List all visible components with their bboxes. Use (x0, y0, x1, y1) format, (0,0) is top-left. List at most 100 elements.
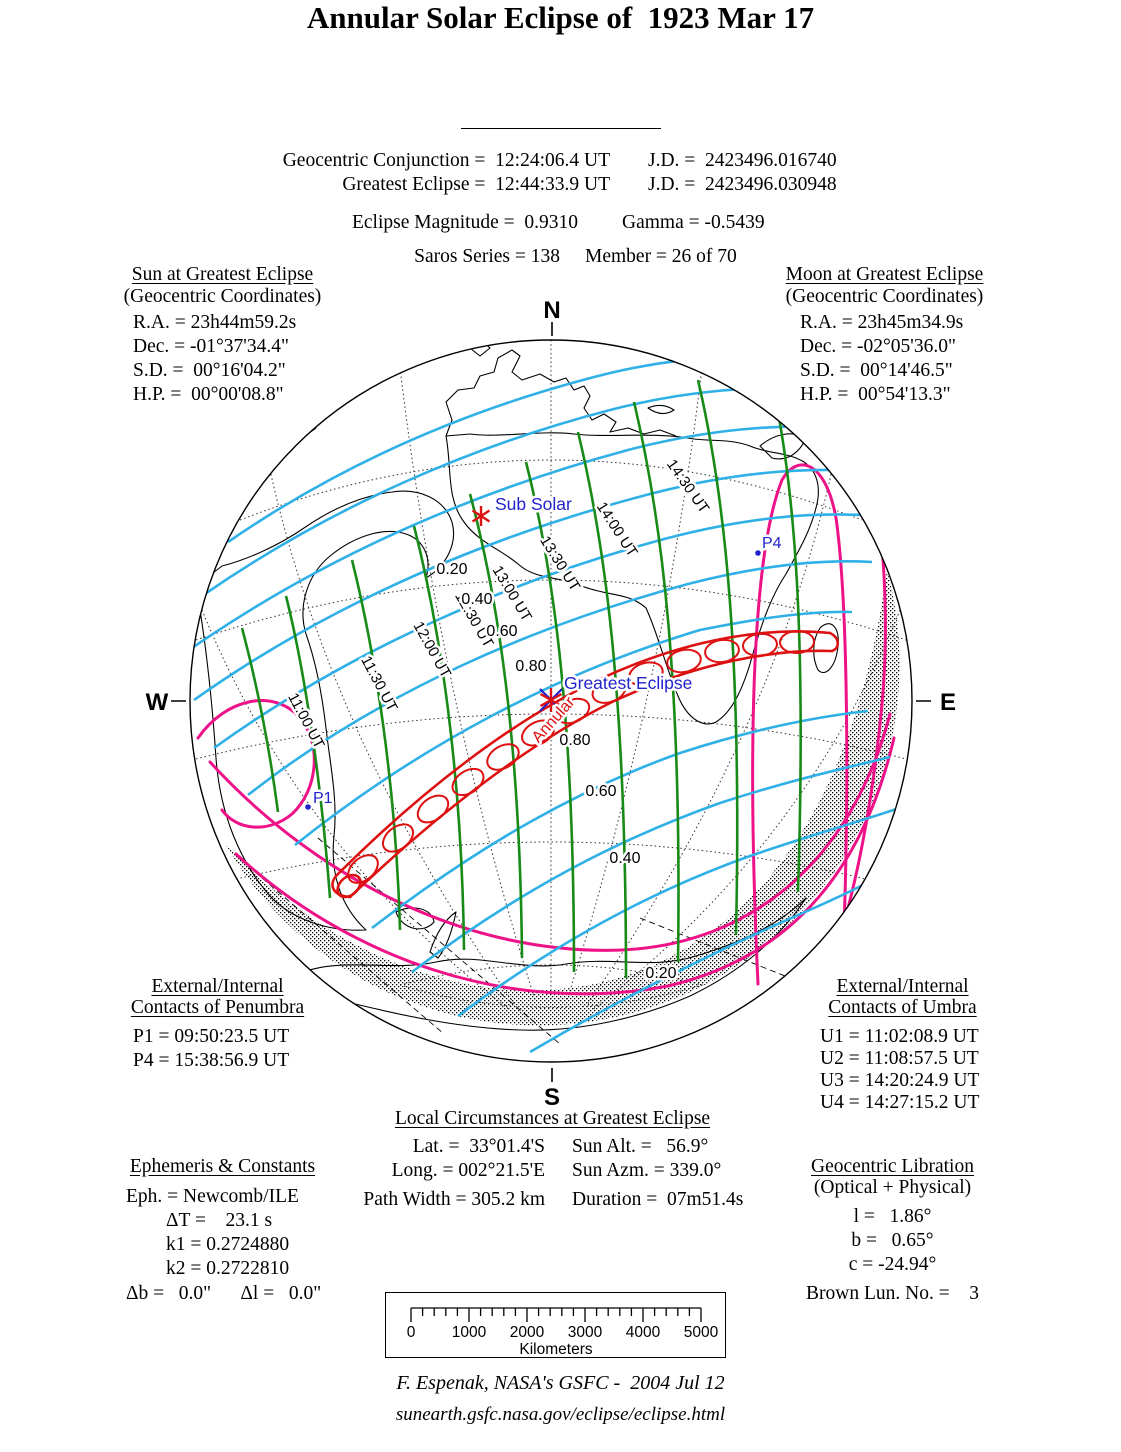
p1-point (305, 804, 311, 810)
moon-shadow-outline (451, 767, 485, 797)
penumbra-south-limit-a (208, 712, 892, 952)
shadow-outlines (347, 629, 815, 884)
moon-shadow-outline (555, 697, 591, 725)
penumbra-heading-1: External/Internal (151, 976, 284, 997)
gamma-value: Gamma = -0.5439 (622, 212, 765, 233)
moon-shadow-outline (486, 743, 520, 771)
mag-label-nw-040: 0.40 (461, 591, 492, 608)
ephemeris-heading: Ephemeris & Constants (129, 1156, 316, 1177)
sun-panel-subheading: (Geocentric Coordinates) (123, 286, 322, 307)
saros-member: Member = 26 of 70 (585, 246, 737, 267)
moon-panel-subheading: (Geocentric Coordinates) (785, 286, 984, 307)
geocentric-conjunction: Geocentric Conjunction = 12:24:06.4 UT (282, 150, 610, 171)
mag-label-se-020: 0.20 (645, 965, 676, 982)
umbra-u1: U1 = 11:02:08.9 UT (820, 1026, 979, 1047)
umbra-heading-2: Contacts of Umbra (828, 997, 977, 1018)
page-title: Annular Solar Eclipse of 1923 Mar 17 (306, 0, 815, 35)
credit-line: F. Espenak, NASA's GSFC - 2004 Jul 12 (396, 1372, 725, 1394)
moon-hp: H.P. = 00°54'13.3" (800, 384, 951, 405)
ephemeris-k2: k2 = 0.2722810 (166, 1258, 290, 1279)
umbra-u2: U2 = 11:08:57.5 UT (820, 1048, 979, 1069)
scale-bar: 0 1000 2000 3000 4000 5000 Kilometers (385, 1292, 726, 1358)
scale-label-3000: 3000 (568, 1324, 603, 1341)
penumbra-p1: P1 = 09:50:23.5 UT (133, 1026, 290, 1047)
mag-label-nw-020: 0.20 (436, 561, 467, 578)
sub-solar-marker (471, 506, 491, 526)
west-label: W (146, 689, 169, 716)
umbra-u4: U4 = 14:27:15.2 UT (820, 1092, 980, 1113)
mag-label-se-080: 0.80 (559, 732, 590, 749)
east-label: E (940, 689, 956, 716)
penumbra-p4: P4 = 15:38:56.9 UT (133, 1050, 290, 1071)
cardinal-ticks (171, 322, 931, 1082)
coastline-blacksea (647, 404, 675, 415)
local-long: Long. = 002°21.5'E (391, 1160, 545, 1181)
libration-heading: Geocentric Libration (811, 1156, 974, 1177)
sub-solar-label: Sub Solar (495, 494, 572, 514)
scale-label-2000: 2000 (510, 1324, 545, 1341)
conjunction-jd: J.D. = 2423496.016740 (648, 150, 837, 171)
local-duration: Duration = 07m51.4s (572, 1189, 744, 1210)
greatest-eclipse-label: Greatest Eclipse (564, 673, 692, 693)
mag-label-nw-060: 0.60 (486, 623, 517, 640)
brown-lunation-number: Brown Lun. No. = 3 (806, 1283, 979, 1304)
moon-shadow-outline (591, 678, 627, 704)
local-sun-azm: Sun Azm. = 339.0° (572, 1160, 722, 1181)
ephemeris-delta-t: ΔT = 23.1 s (166, 1210, 273, 1231)
sun-dec: Dec. = -01°37'34.4" (133, 336, 289, 357)
eclipse-magnitude: Eclipse Magnitude = 0.9310 (351, 212, 578, 233)
scale-label-1000: 1000 (452, 1324, 487, 1341)
globe-limb (189, 339, 913, 1063)
greatest-eclipse-marker (539, 688, 563, 712)
moon-sd: S.D. = 00°14'46.5" (800, 360, 953, 381)
p4-point (755, 550, 761, 556)
time-contours (240, 379, 803, 979)
moon-panel-heading: Moon at Greatest Eclipse (785, 264, 984, 285)
sun-hp: H.P. = 00°00'08.8" (133, 384, 284, 405)
sun-ra: R.A. = 23h44m59.2s (133, 312, 297, 333)
coastline-madagascar (813, 623, 839, 673)
coastline-europe (445, 349, 677, 437)
moon-shadow-outline (381, 823, 415, 853)
moon-shadow-outline (704, 638, 740, 664)
ruler-ticks (410, 1307, 702, 1322)
scale-caption: Kilometers (519, 1341, 592, 1357)
moon-shadow-outline (347, 854, 379, 884)
moon-shadow-outline (742, 632, 778, 658)
moon-shadow-outline (628, 661, 664, 687)
umbra-heading-1: External/Internal (836, 976, 969, 997)
saros-series: Saros Series = 138 (414, 246, 560, 267)
local-heading: Local Circumstances at Greatest Eclipse (394, 1108, 711, 1129)
moon-shadow-outline (416, 794, 450, 824)
libration-l: l = 1.86° (853, 1206, 932, 1227)
scale-label-0: 0 (407, 1324, 416, 1341)
sun-panel-heading: Sun at Greatest Eclipse (131, 264, 314, 285)
ephemeris-eph: Eph. = Newcomb/ILE (126, 1186, 299, 1207)
moon-dec: Dec. = -02°05'36.0" (800, 336, 956, 357)
path-west-loop (336, 873, 362, 899)
coastline-antarctic-peninsula (429, 911, 457, 959)
scale-label-5000: 5000 (684, 1324, 719, 1341)
libration-subheading: (Optical + Physical) (813, 1177, 972, 1198)
local-path-width: Path Width = 305.2 km (363, 1189, 545, 1210)
p4-label: P4 (762, 535, 782, 552)
path-east-cap (828, 631, 840, 653)
scale-bar-ruler: 0 1000 2000 3000 4000 5000 Kilometers (407, 1307, 719, 1358)
local-lat: Lat. = 33°01.4'S (412, 1136, 545, 1157)
ephemeris-k1: k1 = 0.2724880 (166, 1234, 290, 1255)
south-label: S (544, 1084, 560, 1111)
penumbra-heading-2: Contacts of Penumbra (130, 997, 305, 1018)
scale-label-4000: 4000 (626, 1324, 661, 1341)
moon-ra: R.A. = 23h45m34.9s (800, 312, 964, 333)
umbra-u3: U3 = 14:20:24.9 UT (820, 1070, 980, 1091)
p1-label: P1 (313, 790, 333, 807)
libration-c: c = -24.94° (848, 1254, 937, 1275)
moon-shadow-outline (779, 629, 815, 655)
moon-shadow-outline (521, 719, 555, 747)
mag-label-se-060: 0.60 (585, 783, 616, 800)
title-divider (461, 128, 661, 129)
greatest-eclipse-time: Greatest Eclipse = 12:44:33.9 UT (342, 174, 610, 195)
ephemeris-db-dl: Δb = 0.0" Δl = 0.0" (126, 1283, 322, 1304)
